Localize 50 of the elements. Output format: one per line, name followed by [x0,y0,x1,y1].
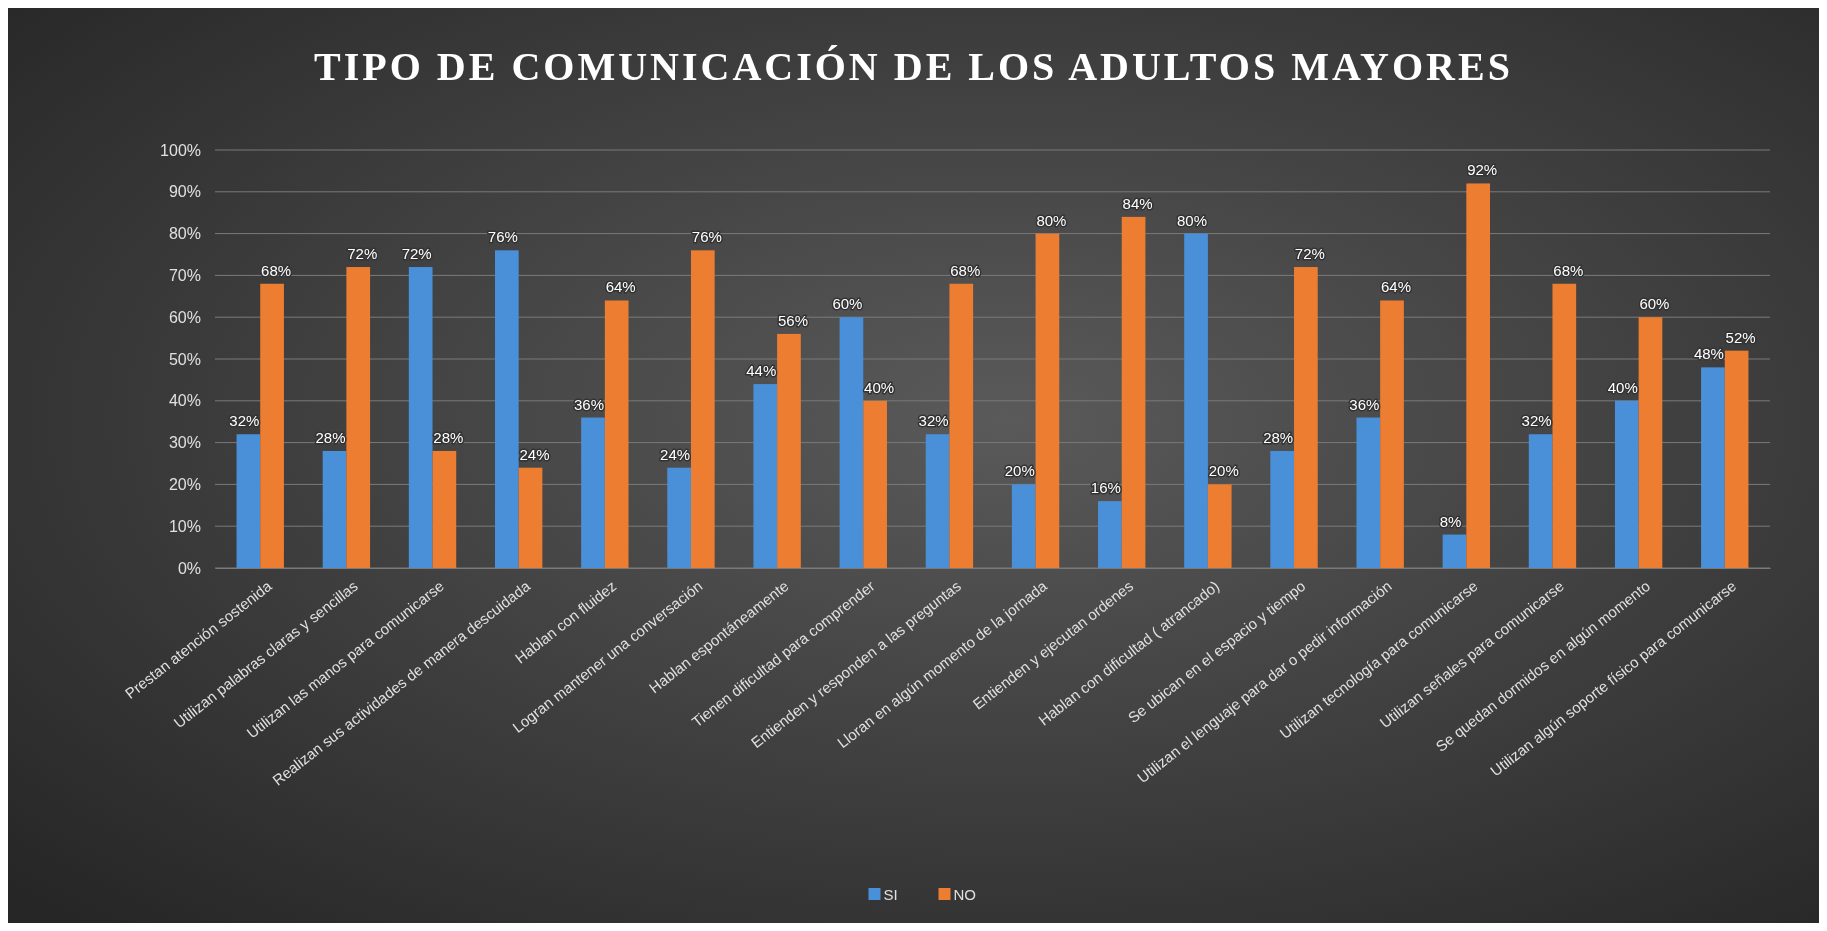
data-label: 72% [347,245,378,263]
data-label: 72% [401,245,432,263]
data-label: 52% [1725,328,1756,346]
data-label: 24% [660,445,691,463]
data-label: 40% [864,378,895,396]
y-tick-label: 70% [168,267,201,285]
data-label: 80% [1177,211,1208,229]
y-tick-label: 100% [160,141,201,159]
data-label: 68% [1553,261,1584,279]
data-label: 60% [1639,295,1670,313]
y-tick-label: 40% [168,392,201,410]
data-label: 68% [261,261,292,279]
data-label: 80% [1036,211,1067,229]
y-tick-label: 10% [168,517,201,535]
data-label: 72% [1294,245,1325,263]
data-label: 60% [832,295,863,313]
y-tick-label: 20% [168,476,201,494]
data-label: 28% [433,428,464,446]
y-tick-label: 80% [168,225,201,243]
data-label: 20% [1208,462,1239,480]
legend-label: NO [953,886,976,903]
y-tick-label: 0% [177,559,201,577]
data-label: 24% [519,445,550,463]
data-label: 68% [950,261,981,279]
data-label: 76% [691,228,722,246]
data-label: 16% [1090,479,1121,497]
data-label: 36% [1349,395,1380,413]
data-label: 32% [229,412,260,430]
data-label: 64% [1381,278,1412,296]
data-label: 56% [777,311,808,329]
data-label: 44% [746,362,777,380]
data-label: 32% [1521,412,1552,430]
chart-title: TIPO DE COMUNICACIÓN DE LOS ADULTOS MAYORES [314,44,1513,89]
y-tick-label: 30% [168,434,201,452]
data-label: 36% [573,395,604,413]
y-tick-label: 60% [168,308,201,326]
data-label: 20% [1004,462,1035,480]
data-label: 28% [315,428,346,446]
y-tick-label: 90% [168,183,201,201]
data-label: 32% [918,412,949,430]
legend-label: SI [883,886,898,903]
data-label: 84% [1122,194,1153,212]
data-label: 92% [1467,161,1498,179]
y-tick-label: 50% [168,350,201,368]
data-label: 76% [487,228,518,246]
data-label: 40% [1607,378,1638,396]
data-label: 48% [1693,345,1724,363]
data-label: 28% [1263,428,1294,446]
data-label: 64% [605,278,636,296]
data-label: 8% [1439,512,1462,530]
